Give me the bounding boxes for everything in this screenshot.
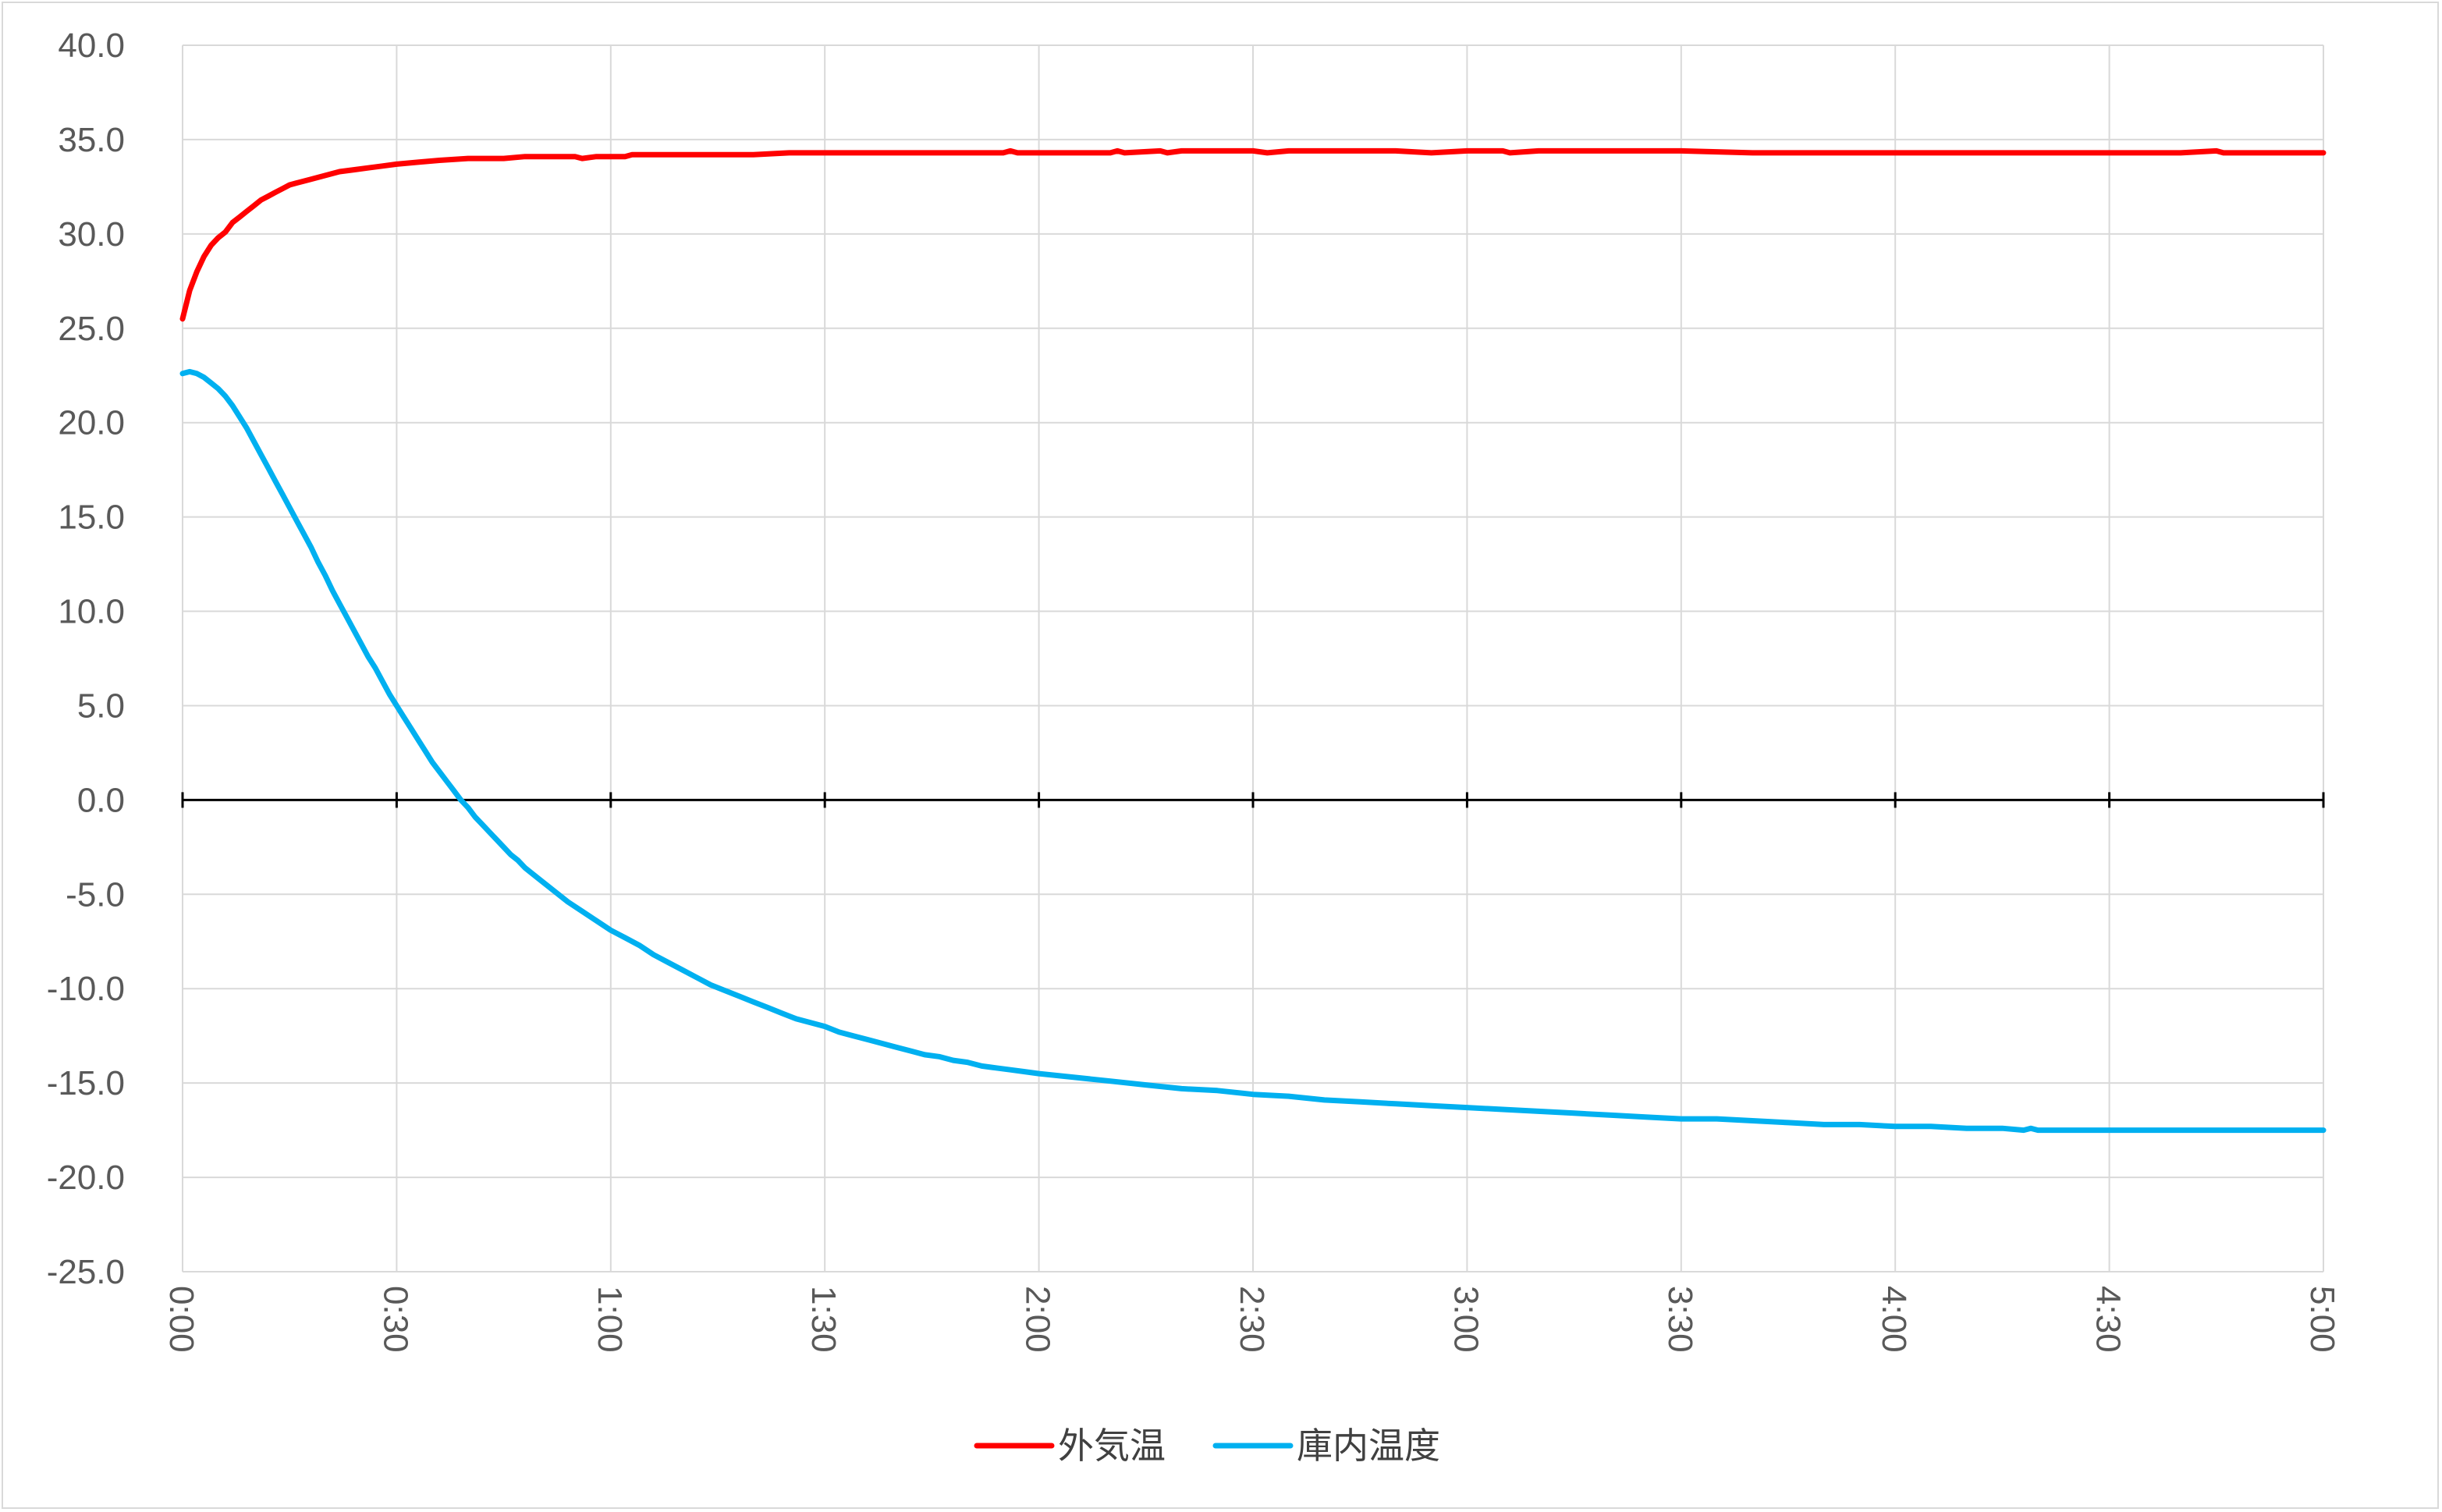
x-tick-label: 2:00 xyxy=(1019,1286,1057,1353)
y-tick-label: 40.0 xyxy=(58,27,125,65)
legend-label-1: 庫内温度 xyxy=(1297,1425,1440,1467)
y-tick-label: 15.0 xyxy=(58,499,125,537)
x-tick-label: 3:30 xyxy=(1661,1286,1699,1353)
y-tick-label: -10.0 xyxy=(47,970,125,1008)
x-tick-label: 3:00 xyxy=(1446,1286,1485,1353)
x-tick-label: 0:00 xyxy=(162,1286,201,1353)
x-tick-label: 0:30 xyxy=(376,1286,414,1353)
x-axis xyxy=(181,792,2325,808)
x-axis-tick-labels: 0:00 0:30 1:00 1:30 2:00 2:30 3:00 3:30 4:00 4:30… xyxy=(162,1286,2341,1353)
series-line-1 xyxy=(179,368,2327,1134)
y-tick-label: -25.0 xyxy=(47,1253,125,1291)
gridlines xyxy=(182,44,2324,1272)
y-tick-label: -20.0 xyxy=(47,1159,125,1197)
y-tick-label: -5.0 xyxy=(66,875,125,914)
y-tick-label: 35.0 xyxy=(58,121,125,159)
x-tick-label: 4:00 xyxy=(1875,1286,1913,1353)
series-line-0 xyxy=(179,147,2327,322)
y-axis-tick-labels: 40.0 35.0 30.0 25.0 20.0 15.0 10.0 5.0 0.0 -5.0 -1… xyxy=(47,27,125,1291)
legend: 外気温 庫内温度 xyxy=(974,1425,1440,1467)
x-tick-label: 5:00 xyxy=(2303,1286,2341,1353)
x-tick-label: 2:30 xyxy=(1233,1286,1271,1353)
x-tick-label: 1:00 xyxy=(591,1286,629,1353)
y-tick-label: 30.0 xyxy=(58,215,125,254)
legend-label-0: 外気温 xyxy=(1058,1425,1166,1467)
y-tick-label: 5.0 xyxy=(77,687,125,725)
y-tick-label: 10.0 xyxy=(58,593,125,631)
series-lines xyxy=(179,147,2327,1134)
y-tick-label: -15.0 xyxy=(47,1064,125,1102)
y-tick-label: 25.0 xyxy=(58,310,125,348)
y-tick-label: 0.0 xyxy=(77,781,125,819)
x-tick-label: 1:30 xyxy=(804,1286,843,1353)
x-tick-label: 4:30 xyxy=(2089,1286,2128,1353)
y-tick-label: 20.0 xyxy=(58,404,125,442)
